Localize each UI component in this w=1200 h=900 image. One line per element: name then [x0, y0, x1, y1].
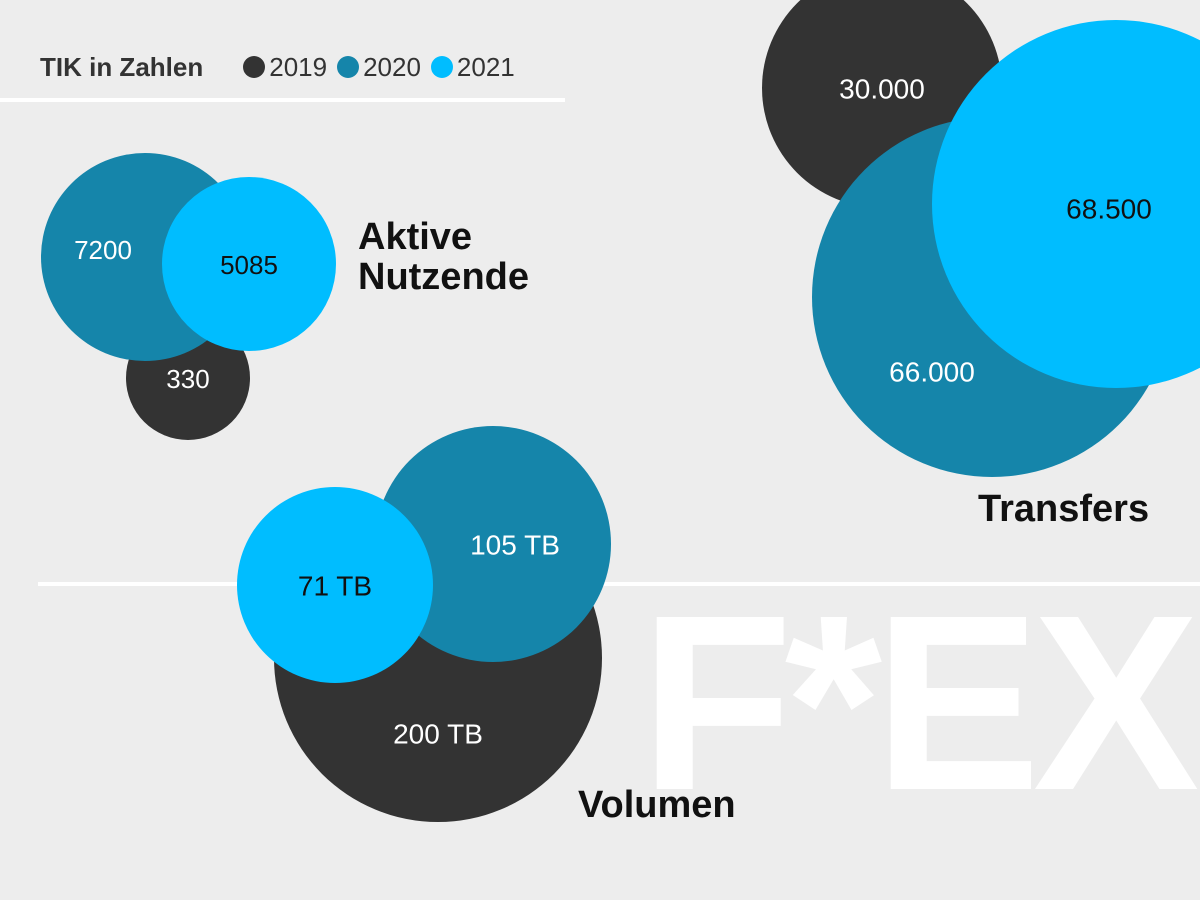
group-label-line: Transfers — [978, 488, 1150, 530]
bubble-2021 — [162, 177, 336, 351]
group-label-volumen: Volumen — [578, 784, 736, 826]
group-label-line: Nutzende — [358, 255, 529, 298]
legend-item-2021: 2021 — [430, 51, 515, 83]
bubble-value-label: 200 TB — [393, 718, 483, 749]
bubble-group: 200 TB 105 TB 71 TB — [237, 426, 611, 822]
group-label-aktive-nutzende: Aktive Nutzende — [358, 216, 529, 298]
bubble-value-label: 330 — [166, 364, 209, 394]
legend-item-2019: 2019 — [243, 52, 327, 83]
bubble-2020 — [375, 426, 611, 662]
legend-title: TIK in Zahlen — [40, 51, 204, 82]
bubble-value-label: 30.000 — [839, 73, 925, 104]
legend-swatch-2019 — [243, 56, 266, 78]
bubble-value-label: 5085 — [220, 250, 278, 280]
bubble-value-label: 105 TB — [470, 529, 560, 560]
header-divider — [0, 98, 565, 102]
fex-watermark: F*EX — [640, 563, 1199, 842]
group-label-line: Aktive — [358, 216, 473, 258]
bubble-group: 30.000 66.000 68.500 — [762, 0, 1200, 477]
legend-swatch-2021 — [430, 56, 453, 78]
bubble-value-label: 68.500 — [1066, 193, 1152, 224]
chart-legend: TIK in Zahlen 2019 2020 2021 — [40, 50, 525, 84]
legend-item-2020: 2020 — [337, 52, 421, 83]
group-label-line: Volumen — [578, 784, 736, 826]
bubble-2021 — [932, 20, 1200, 388]
section-divider — [38, 582, 1200, 586]
legend-label-2019: 2019 — [269, 51, 328, 82]
legend-label-2020: 2020 — [363, 51, 421, 82]
legend-label-2021: 2021 — [456, 51, 515, 82]
bubble-group: 330 7200 5085 — [41, 153, 336, 440]
group-label-transfers: Transfers — [978, 488, 1150, 530]
bubble-2021 — [237, 487, 433, 683]
bubble-value-label: 66.000 — [889, 356, 975, 387]
bubble-value-label: 7200 — [74, 235, 132, 265]
legend-swatch-2020 — [337, 56, 360, 78]
bubble-value-label: 71 TB — [298, 570, 372, 601]
